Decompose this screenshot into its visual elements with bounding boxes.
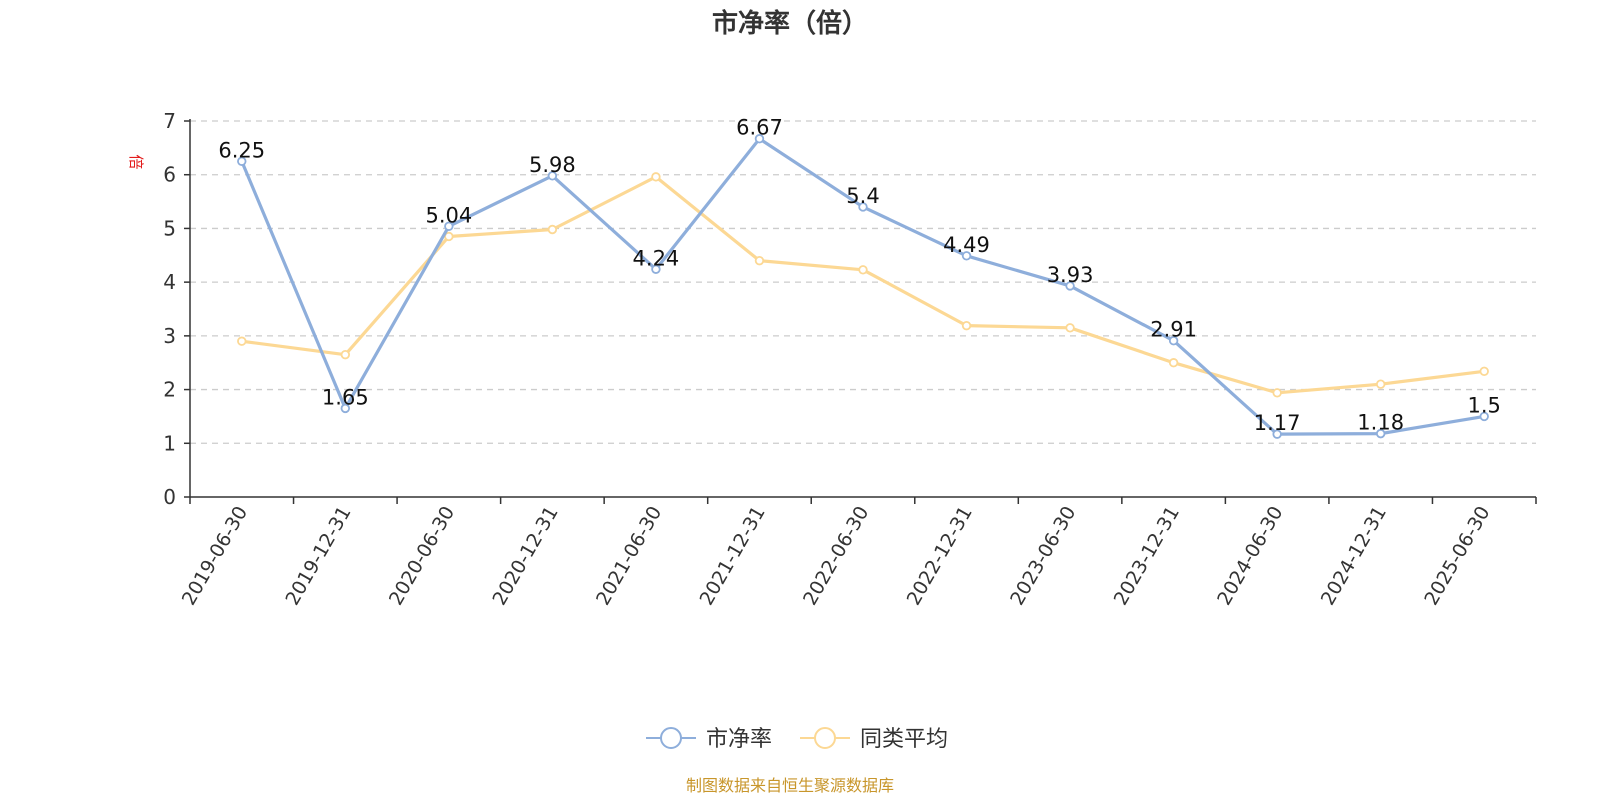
x-tick-label: 2019-06-30 [178, 503, 252, 610]
series-point-0 [1479, 411, 1489, 422]
series-point-1 [237, 336, 247, 346]
data-label: 2.91 [1150, 318, 1197, 342]
x-tick-label: 2024-12-31 [1317, 503, 1391, 610]
series-point-0 [754, 134, 765, 144]
chart-title: 市净率（倍） [712, 8, 868, 39]
y-tick-label: 3 [163, 324, 176, 348]
data-label: 5.04 [425, 203, 472, 227]
data-label: 5.98 [529, 153, 576, 177]
series-point-0 [444, 221, 454, 231]
series-point-0 [547, 171, 558, 181]
y-tick-label: 6 [163, 163, 176, 187]
data-label: 1.18 [1357, 411, 1404, 435]
legend-marker-icon [814, 727, 836, 749]
x-tick-label: 2024-06-30 [1213, 503, 1287, 610]
data-labels: 6.25 1.65 5.04 5.98 4.24 6.67 5.4 4.49 3.93 2.91 1… [218, 116, 1501, 435]
y-tick-label: 0 [163, 485, 176, 509]
series-point-1 [754, 255, 765, 266]
data-label: 1.5 [1468, 393, 1501, 417]
legend-item-0[interactable]: 市净率 [646, 727, 772, 752]
series-point-0 [651, 264, 661, 274]
series-point-0 [1168, 335, 1179, 346]
y-tick-label: 2 [163, 378, 176, 402]
data-label: 1.17 [1254, 411, 1301, 435]
series-point-1 [1375, 379, 1386, 389]
y-tick-label: 4 [163, 270, 176, 294]
series-point-0 [1272, 429, 1282, 439]
series-point-1 [547, 224, 558, 235]
legend-label: 市净率 [706, 727, 772, 752]
series-point-0 [340, 403, 351, 414]
y-tick-label: 5 [163, 216, 176, 240]
series-point-0 [858, 202, 868, 212]
series-point-1 [340, 349, 351, 360]
x-tick-label: 2020-12-31 [488, 503, 562, 610]
series-point-0 [1065, 281, 1075, 291]
legend[interactable]: 市净率 同类平均 [646, 727, 948, 752]
series-point-0 [1375, 428, 1386, 439]
x-tick-label: 2023-12-31 [1110, 503, 1184, 610]
data-label: 5.4 [846, 184, 879, 208]
x-tick-label: 2021-06-30 [592, 503, 666, 610]
x-tick-label: 2020-06-30 [385, 503, 459, 610]
y-tick-label: 7 [163, 109, 176, 133]
y-tick-label: 1 [163, 431, 176, 455]
series-point-1 [1272, 388, 1282, 398]
legend-marker-icon [660, 727, 682, 749]
data-label: 6.67 [736, 116, 783, 140]
legend-label: 同类平均 [860, 727, 948, 752]
x-tick-label: 2022-06-30 [799, 503, 873, 610]
series-point-1 [1479, 366, 1489, 377]
y-axis-unit-label: 倍 [127, 154, 145, 169]
grid-lines [190, 120, 1536, 444]
legend-item-1[interactable]: 同类平均 [800, 727, 948, 752]
x-tick-label: 2022-12-31 [903, 503, 977, 610]
series-point-1 [444, 231, 454, 242]
series-point-1 [651, 172, 661, 182]
data-label: 6.25 [218, 138, 265, 162]
data-label: 3.93 [1047, 263, 1094, 287]
series-point-0 [961, 251, 972, 261]
x-tick-label: 2019-12-31 [281, 503, 355, 610]
series-point-0 [237, 156, 247, 166]
data-label: 4.49 [943, 233, 990, 257]
series-point-1 [1168, 358, 1179, 368]
data-label: 4.24 [633, 246, 680, 270]
data-label: 1.65 [322, 385, 369, 409]
series-lines [237, 134, 1489, 439]
x-tick-label: 2021-12-31 [696, 503, 770, 610]
series-point-1 [1065, 323, 1075, 333]
series-point-1 [961, 320, 972, 331]
x-tick-label: 2023-06-30 [1006, 503, 1080, 610]
source-note: 制图数据来自恒生聚源数据库 [686, 776, 894, 795]
x-tick-label: 2025-06-30 [1420, 503, 1494, 610]
series-point-1 [858, 265, 868, 275]
